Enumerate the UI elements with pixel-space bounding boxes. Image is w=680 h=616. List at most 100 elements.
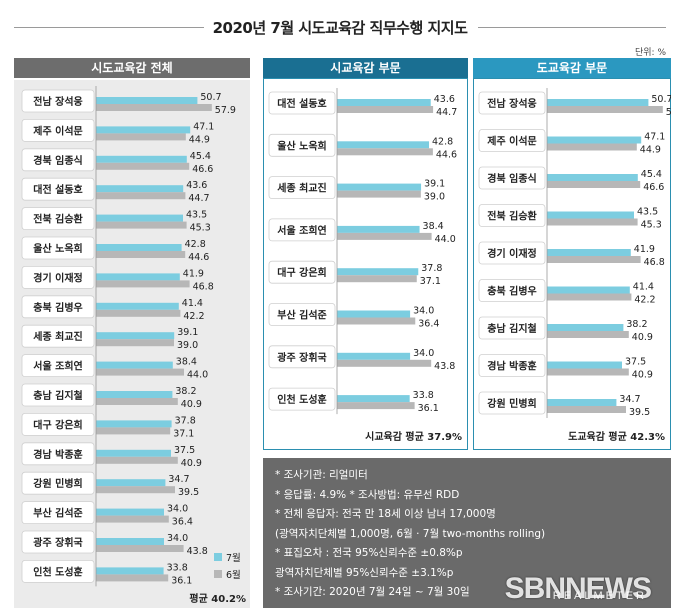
- category-label-box: [21, 177, 95, 201]
- bar-june: [547, 143, 637, 151]
- bar-july: [96, 538, 164, 545]
- category-label-box: [268, 91, 336, 115]
- bar-june: [547, 181, 641, 188]
- bar-july: [337, 99, 431, 106]
- bar-june: [337, 190, 421, 198]
- bar-june: [337, 275, 417, 283]
- value-label-july: 34.7: [619, 394, 640, 405]
- bar-july: [547, 99, 649, 106]
- bar-july: [547, 361, 622, 369]
- bar-july: [337, 268, 419, 276]
- chart-province: 전남 장석웅 50.7 57.9 제주 이석문 47.1 44.9 경북 임종식 45.4 46…: [478, 88, 671, 443]
- value-label-june: 44.0: [435, 234, 456, 245]
- value-label-july: 43.5: [186, 210, 207, 221]
- category-label: 부산 김석준: [277, 309, 326, 322]
- category-label-box: [21, 295, 95, 319]
- value-label-june: 37.1: [173, 428, 194, 439]
- chart-all: 전남 장석웅 50.7 57.9 제주 이석문 47.1 44.9 경북 임종식 45.4 46…: [14, 80, 250, 608]
- bar-july: [96, 273, 180, 281]
- category-label-box: [21, 530, 95, 554]
- value-label-july: 33.8: [167, 562, 188, 573]
- value-label-june: 36.1: [171, 575, 192, 586]
- note-line: * 전체 응답자: 전국 만 18세 이상 남녀 17,000명: [275, 508, 496, 520]
- category-label: 부산 김석준: [33, 507, 82, 520]
- title-rule-right: [478, 27, 666, 28]
- value-label-july: 34.0: [413, 306, 434, 317]
- value-label-july: 37.5: [625, 357, 646, 368]
- bar-july: [337, 352, 411, 360]
- note-line: * 조사기간: 2020년 7월 24일 ~ 7월 30일: [275, 586, 470, 598]
- bar-july: [96, 391, 173, 398]
- category-label-box: [268, 176, 336, 199]
- bar-june: [547, 218, 638, 226]
- value-label-july: 34.0: [413, 348, 434, 359]
- value-label-july: 37.8: [421, 263, 442, 274]
- value-label-july: 41.9: [183, 268, 204, 279]
- value-label-june: 44.0: [187, 370, 208, 381]
- title-rule-left: [14, 27, 204, 28]
- value-label-july: 38.2: [626, 319, 647, 330]
- bar-june: [96, 339, 174, 347]
- value-label-july: 41.4: [633, 282, 654, 293]
- category-label: 광주 장휘국: [33, 536, 82, 549]
- value-label-june: 39.5: [629, 407, 650, 418]
- value-label-july: 50.7: [651, 94, 671, 105]
- category-label-box: [21, 89, 95, 113]
- bar-june: [96, 133, 186, 141]
- value-label-july: 34.7: [168, 474, 189, 485]
- value-label-july: 33.8: [413, 390, 434, 401]
- category-label-box: [21, 119, 95, 142]
- legend-swatch-july: [214, 553, 222, 561]
- value-label-june: 44.9: [189, 134, 210, 145]
- category-label: 인천 도성훈: [33, 565, 82, 578]
- value-label-june: 44.7: [188, 193, 209, 204]
- category-label-box: [268, 387, 336, 411]
- value-label-june: 37.1: [420, 276, 441, 287]
- category-label-box: [21, 265, 95, 289]
- value-label-june: 36.1: [418, 403, 439, 414]
- bar-july: [337, 395, 410, 403]
- panel-city-frame: [263, 78, 468, 450]
- value-label-july: 38.4: [423, 221, 444, 232]
- bar-june: [547, 293, 632, 301]
- category-label: 대구 강은희: [33, 418, 82, 431]
- category-label-box: [478, 241, 546, 265]
- value-label-july: 41.4: [182, 298, 203, 309]
- category-label-box: [478, 316, 546, 340]
- bar-june: [96, 427, 171, 435]
- category-label: 충북 김병우: [487, 285, 536, 298]
- category-label-box: [21, 412, 95, 436]
- value-label-june: 44.6: [436, 149, 457, 160]
- watermark-logo: SBNNEWS: [504, 571, 652, 605]
- unit-label: 단위: %: [634, 48, 666, 58]
- bar-july: [337, 310, 411, 318]
- value-label-june: 43.8: [187, 546, 208, 557]
- bar-july: [547, 249, 631, 256]
- value-label-june: 44.7: [436, 107, 457, 118]
- value-label-june: 45.3: [641, 220, 662, 231]
- average-label: 시교육감 평균 37.9%: [365, 430, 462, 443]
- value-label-june: 39.0: [177, 340, 198, 351]
- value-label-july: 39.1: [424, 179, 445, 190]
- value-label-july: 38.2: [175, 386, 196, 397]
- value-label-july: 37.5: [174, 445, 195, 456]
- category-label-box: [21, 559, 95, 583]
- bar-june: [96, 309, 181, 317]
- note-line: * 조사기관: 리얼미터: [275, 469, 368, 481]
- bar-june: [96, 192, 186, 200]
- value-label-july: 47.1: [644, 132, 665, 143]
- category-label: 경북 임종식: [487, 172, 536, 185]
- value-label-june: 44.6: [188, 252, 209, 263]
- category-label: 전북 김승환: [487, 210, 537, 223]
- category-label-box: [478, 91, 546, 115]
- value-label-july: 43.5: [637, 207, 658, 218]
- bar-july: [96, 302, 179, 310]
- category-label: 인천 도성훈: [277, 393, 326, 406]
- page-title: 2020년 7월 시도교육감 직무수행 지지도: [212, 19, 468, 37]
- category-label: 세종 최교진: [33, 330, 82, 343]
- bar-june: [96, 221, 187, 229]
- watermark-sub: REALMETER: [552, 589, 647, 602]
- category-label: 충북 김병우: [33, 301, 82, 314]
- category-label-box: [268, 303, 336, 326]
- bar-june: [337, 148, 433, 156]
